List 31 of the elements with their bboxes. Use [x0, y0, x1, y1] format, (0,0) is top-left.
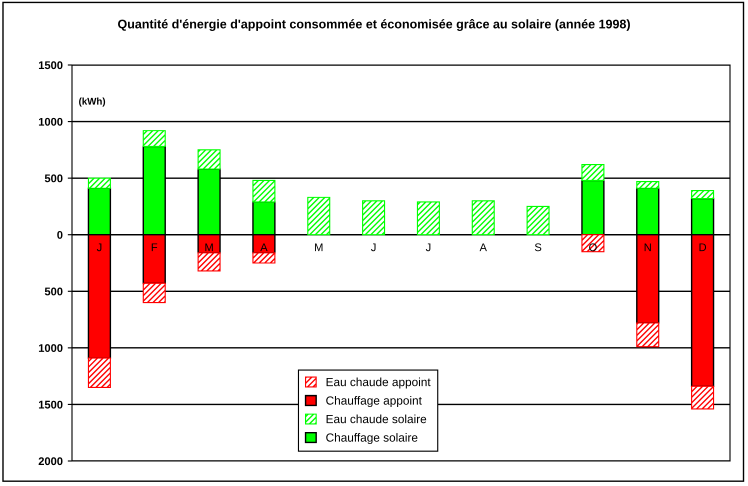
y-tick-label: 1000 — [38, 344, 63, 352]
bar — [581, 234, 604, 252]
x-tick-label: A — [480, 243, 487, 252]
x-tick-label: J — [370, 243, 376, 252]
legend-label: Eau chaude appoint — [326, 378, 431, 389]
chart-title: Quantité d'énergie d'appoint consommée et économisée grâce au solaire (année 1998) — [118, 19, 630, 31]
bar — [416, 201, 440, 236]
x-tick-label: A — [260, 243, 268, 252]
x-tick-label: S — [534, 243, 542, 252]
bar — [307, 196, 330, 236]
bar — [362, 200, 386, 236]
x-tick-label: N — [644, 243, 651, 252]
x-tick-label: M — [315, 243, 322, 252]
y-tick-label: 1500 — [38, 61, 63, 70]
y-tick-label: 2000 — [38, 457, 63, 466]
y-tick-label: 1000 — [38, 118, 63, 126]
legend-label: Chauffage appoint — [326, 396, 422, 408]
y-tick-label: 500 — [44, 288, 63, 296]
y-tick-label: 1500 — [38, 400, 63, 409]
x-tick-label: M — [205, 243, 213, 252]
legend-label: Chauffage solaire — [326, 433, 418, 444]
bar — [526, 206, 550, 236]
x-tick-label: J — [426, 243, 430, 252]
y-tick-label: 0 — [57, 230, 63, 239]
y-tick-label: 500 — [44, 174, 63, 182]
y-axis-title: (kWh) — [79, 98, 106, 107]
x-tick-label: D — [699, 243, 706, 252]
x-tick-label: J — [96, 243, 102, 252]
bar — [472, 200, 495, 236]
legend-label: Eau chaude solaire — [326, 414, 426, 424]
x-tick-label: F — [152, 243, 158, 252]
